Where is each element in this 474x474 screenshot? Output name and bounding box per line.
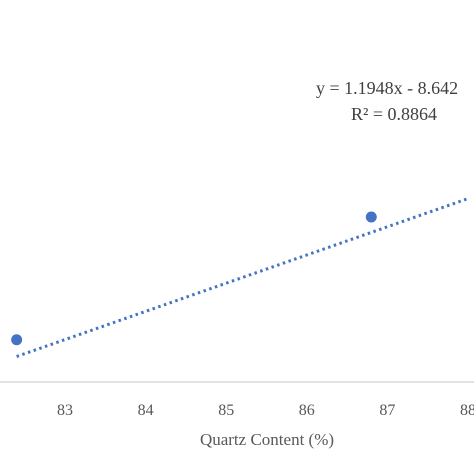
x-axis-title: Quartz Content (%) — [200, 430, 334, 449]
x-tick-labels: 83 84 85 86 87 88 — [57, 402, 474, 419]
x-tick-label: 84 — [138, 402, 154, 419]
trendline-equation: y = 1.1948x - 8.642 — [316, 78, 458, 98]
data-point — [365, 211, 377, 223]
data-points — [11, 211, 377, 346]
trendline-r-squared: R² = 0.8864 — [351, 104, 437, 124]
data-point — [11, 334, 23, 346]
x-tick-label: 88 — [460, 402, 474, 419]
x-tick-label: 83 — [57, 402, 73, 419]
x-tick-label: 86 — [299, 402, 315, 419]
x-tick-label: 85 — [218, 402, 234, 419]
trendline — [16, 197, 469, 358]
x-tick-label: 87 — [379, 402, 395, 419]
